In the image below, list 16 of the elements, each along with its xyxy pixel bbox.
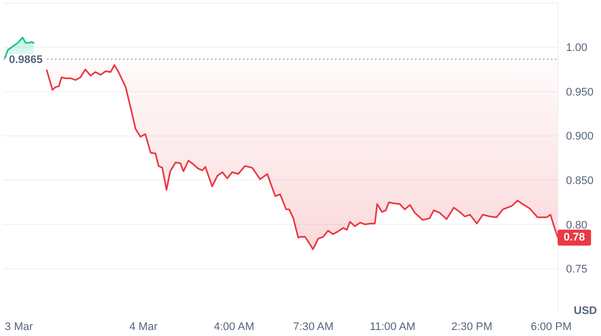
ref-line-label: 0.9865 bbox=[9, 54, 43, 66]
y-tick-label: 1.00 bbox=[566, 42, 588, 54]
y-axis-title: USD bbox=[574, 305, 598, 317]
x-tick-label: 11:00 AM bbox=[370, 321, 416, 333]
x-tick-label: 4 Mar bbox=[129, 321, 158, 333]
y-tick-label: 0.75 bbox=[566, 264, 588, 276]
annotation: 0.78 bbox=[564, 232, 586, 244]
x-tick-label: 4:00 AM bbox=[214, 321, 254, 333]
x-tick-label: 3 Mar bbox=[4, 321, 34, 333]
y-tick-label: 0.80 bbox=[566, 219, 588, 232]
y-tick-label: 0.950 bbox=[566, 86, 594, 98]
x-tick-label: 6:00 PM bbox=[530, 321, 572, 333]
y-tick-label: 0.850 bbox=[566, 174, 594, 187]
x-tick-label: 2:30 PM bbox=[451, 321, 492, 333]
x-tick-label: 7:30 AM bbox=[293, 321, 334, 333]
y-tick-label: 0.900 bbox=[566, 130, 594, 143]
